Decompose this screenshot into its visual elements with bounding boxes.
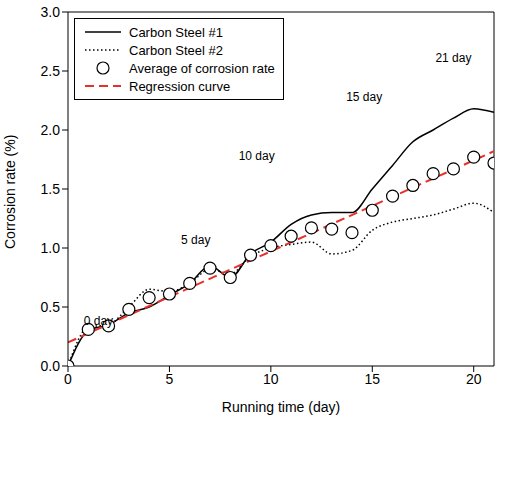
svg-text:5 day: 5 day bbox=[181, 233, 210, 247]
svg-text:3.0: 3.0 bbox=[41, 4, 61, 20]
html-text:Regression curve: Regression curve bbox=[129, 78, 231, 94]
svg-text:Running time (day): Running time (day) bbox=[222, 399, 340, 415]
html-text:Carbon Steel #2: Carbon Steel #2 bbox=[129, 42, 223, 58]
svg-text:10: 10 bbox=[263, 371, 279, 387]
svg-text:21 day: 21 day bbox=[435, 51, 471, 65]
svg-text:15: 15 bbox=[364, 371, 380, 387]
html-text:Carbon Steel #1: Carbon Steel #1 bbox=[129, 24, 223, 40]
svg-text:10 day: 10 day bbox=[239, 149, 275, 163]
svg-text:20: 20 bbox=[466, 371, 482, 387]
svg-text:1.5: 1.5 bbox=[41, 181, 61, 197]
svg-text:5: 5 bbox=[166, 371, 174, 387]
html-text:Average of corrosion rate: Average of corrosion rate bbox=[129, 60, 275, 76]
svg-text:0.5: 0.5 bbox=[41, 299, 61, 315]
svg-text:2.0: 2.0 bbox=[41, 122, 61, 138]
svg-text:0.0: 0.0 bbox=[41, 358, 61, 374]
svg-text:2.5: 2.5 bbox=[41, 63, 61, 79]
svg-text:1.0: 1.0 bbox=[41, 240, 61, 256]
svg-text:0: 0 bbox=[64, 371, 72, 387]
svg-text:15 day: 15 day bbox=[346, 90, 382, 104]
svg-text:0 day: 0 day bbox=[84, 314, 113, 328]
svg-text:Corrosion rate (%): Corrosion rate (%) bbox=[2, 135, 18, 249]
